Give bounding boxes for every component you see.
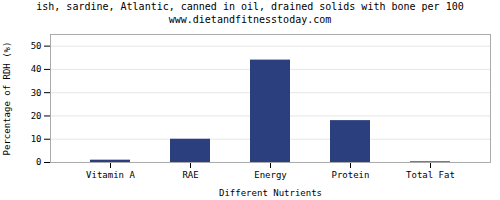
svg-text:Total Fat: Total Fat bbox=[406, 170, 455, 180]
svg-text:0: 0 bbox=[36, 157, 41, 167]
html-text:www.dietandfitnesstoday.com: www.dietandfitnesstoday.com bbox=[168, 14, 332, 25]
svg-text:50: 50 bbox=[31, 41, 42, 51]
svg-text:Protein: Protein bbox=[332, 170, 370, 180]
html-text:ish, sardine, Atlantic, canned: ish, sardine, Atlantic, canned in oil, d… bbox=[36, 1, 464, 12]
svg-text:RAE: RAE bbox=[182, 170, 198, 180]
svg-text:30: 30 bbox=[31, 88, 42, 98]
svg-text:20: 20 bbox=[31, 111, 42, 121]
svg-text:Different Nutrients: Different Nutrients bbox=[219, 188, 322, 198]
svg-text:Percentage of RDH (%): Percentage of RDH (%) bbox=[2, 42, 12, 156]
svg-text:10: 10 bbox=[31, 134, 42, 144]
svg-text:Energy: Energy bbox=[254, 170, 287, 180]
svg-text:40: 40 bbox=[31, 64, 42, 74]
svg-text:Vitamin A: Vitamin A bbox=[86, 170, 135, 180]
